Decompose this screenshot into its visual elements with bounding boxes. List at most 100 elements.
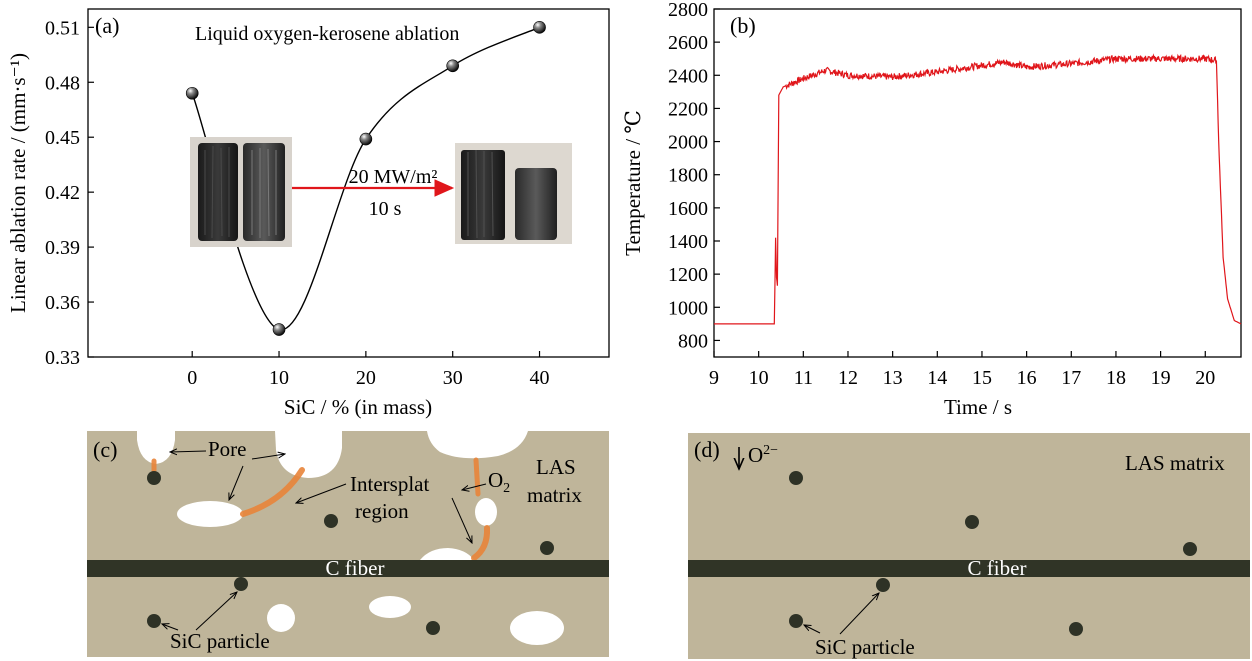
sic-label: SiC particle xyxy=(170,629,270,653)
o2-label: O2 xyxy=(488,468,510,496)
sic-particle xyxy=(426,621,440,635)
y-tick-label: 2200 xyxy=(668,98,708,120)
sic-leader xyxy=(162,624,179,631)
panel-a: (a) Liquid oxygen-kerosene ablation 0.33… xyxy=(6,8,610,419)
panel-b-x-ticks: 9 10 11 12 13 14 15 16 17 18 19 20 xyxy=(709,351,1215,389)
panel-b-y-ticks: 800 1000 1200 1400 1600 1800 2000 2200 2400 2600 2… xyxy=(668,0,720,352)
x-tick-label: 10 xyxy=(269,367,289,389)
o2-leader xyxy=(462,483,487,490)
panel-a-x-ticks: 0 10 20 30 40 xyxy=(187,351,550,389)
pore xyxy=(510,611,564,645)
las-label: LAS matrix xyxy=(1125,451,1225,475)
x-tick-label: 20 xyxy=(356,367,376,389)
x-tick-label: 11 xyxy=(794,367,813,389)
y-tick-label: 0.51 xyxy=(45,17,80,39)
sic-particle xyxy=(324,514,338,528)
annotation-time: 10 s xyxy=(369,198,402,220)
panel-d: C fiber (d) O2− LAS matrix SiC particle xyxy=(688,433,1250,659)
pore xyxy=(177,501,243,527)
o2-leader xyxy=(451,497,472,543)
sic-leader xyxy=(195,592,237,631)
x-tick-label: 0 xyxy=(187,367,197,389)
y-tick-label: 1000 xyxy=(668,297,708,319)
pore-leader xyxy=(170,451,207,452)
sic-particle xyxy=(147,471,161,485)
panel-b-temperature-line xyxy=(714,53,1242,325)
sample-photo-after xyxy=(455,143,572,244)
y-tick-label: 1600 xyxy=(668,198,708,220)
y-tick-label: 800 xyxy=(678,330,708,352)
carbon-fiber xyxy=(688,560,1250,577)
y-tick-label: 2600 xyxy=(668,32,708,54)
panel-a-ylabel: Linear ablation rate / (mm·s⁻¹) xyxy=(6,53,30,313)
panel-b: (b) 800 1000 1200 1400 1600 1800 2000 2200 2400 2… xyxy=(621,0,1242,419)
panel-a-frame xyxy=(87,8,610,358)
x-tick-label: 19 xyxy=(1151,367,1171,389)
y-tick-label: 0.39 xyxy=(45,237,80,259)
panel-a-label: (a) xyxy=(95,13,119,38)
sic-particle xyxy=(234,577,248,591)
y-tick-label: 1400 xyxy=(668,231,708,253)
pore xyxy=(369,596,411,618)
pore-leader xyxy=(251,454,285,460)
x-tick-label: 9 xyxy=(709,367,719,389)
annotation-flux: 20 MW/m² xyxy=(349,166,438,188)
x-tick-label: 12 xyxy=(838,367,858,389)
las-label-line2: matrix xyxy=(527,483,582,507)
pore xyxy=(420,548,474,560)
data-point xyxy=(185,86,199,100)
panel-d-label: (d) xyxy=(694,437,720,462)
pore xyxy=(275,431,342,478)
sic-label: SiC particle xyxy=(815,635,915,659)
pore xyxy=(137,431,175,464)
sample-photo-before xyxy=(190,137,292,247)
intersplat-region xyxy=(240,467,305,517)
y-tick-label: 2000 xyxy=(668,132,708,154)
x-tick-label: 16 xyxy=(1017,367,1037,389)
sic-particle xyxy=(876,578,890,592)
panel-c: C fiber (c) Pore Intersplat region O2 LA… xyxy=(87,431,609,657)
intersplat-label-line1: Intersplat xyxy=(350,472,429,496)
y-tick-label: 1800 xyxy=(668,165,708,187)
sic-particle xyxy=(789,471,803,485)
intersplat-label-line2: region xyxy=(355,499,409,523)
sic-particle xyxy=(147,614,161,628)
sic-particle xyxy=(965,515,979,529)
pore-leader xyxy=(229,465,244,500)
sic-particle xyxy=(789,614,803,628)
carbon-fiber xyxy=(87,560,609,577)
sic-particle xyxy=(1183,542,1197,556)
y-tick-label: 0.42 xyxy=(45,182,80,204)
panel-d-matrix xyxy=(688,433,1250,659)
sic-particle xyxy=(540,541,554,555)
data-point xyxy=(533,21,546,34)
y-tick-label: 0.36 xyxy=(45,292,80,314)
panel-b-ylabel: Temperature / ℃ xyxy=(621,110,645,256)
fiber-label: C fiber xyxy=(968,556,1027,580)
panel-c-label: (c) xyxy=(93,437,117,462)
sic-leader xyxy=(839,593,879,635)
las-label-line1: LAS xyxy=(536,455,576,479)
data-point xyxy=(272,323,286,336)
panel-a-xlabel: SiC / % (in mass) xyxy=(284,395,432,419)
panel-b-frame xyxy=(713,8,1242,358)
x-tick-label: 10 xyxy=(749,367,769,389)
x-tick-label: 17 xyxy=(1061,367,1081,389)
sic-particle xyxy=(1069,622,1083,636)
fiber-label: C fiber xyxy=(326,556,385,580)
intersplat-region xyxy=(471,525,491,561)
x-tick-label: 18 xyxy=(1106,367,1126,389)
sic-leader xyxy=(804,625,821,634)
y-tick-label: 1200 xyxy=(668,264,708,286)
panel-a-y-ticks: 0.33 0.36 0.39 0.42 0.45 0.48 0.51 xyxy=(45,17,94,369)
y-tick-label: 2400 xyxy=(668,65,708,87)
intersplat-leader xyxy=(296,483,347,503)
x-tick-label: 14 xyxy=(927,367,947,389)
x-tick-label: 30 xyxy=(443,367,463,389)
x-tick-label: 15 xyxy=(972,367,992,389)
panel-b-xlabel: Time / s xyxy=(944,395,1012,419)
pore xyxy=(475,498,497,526)
panel-b-label: (b) xyxy=(730,13,756,38)
intersplat-region xyxy=(473,457,481,497)
pore-label: Pore xyxy=(208,437,247,461)
